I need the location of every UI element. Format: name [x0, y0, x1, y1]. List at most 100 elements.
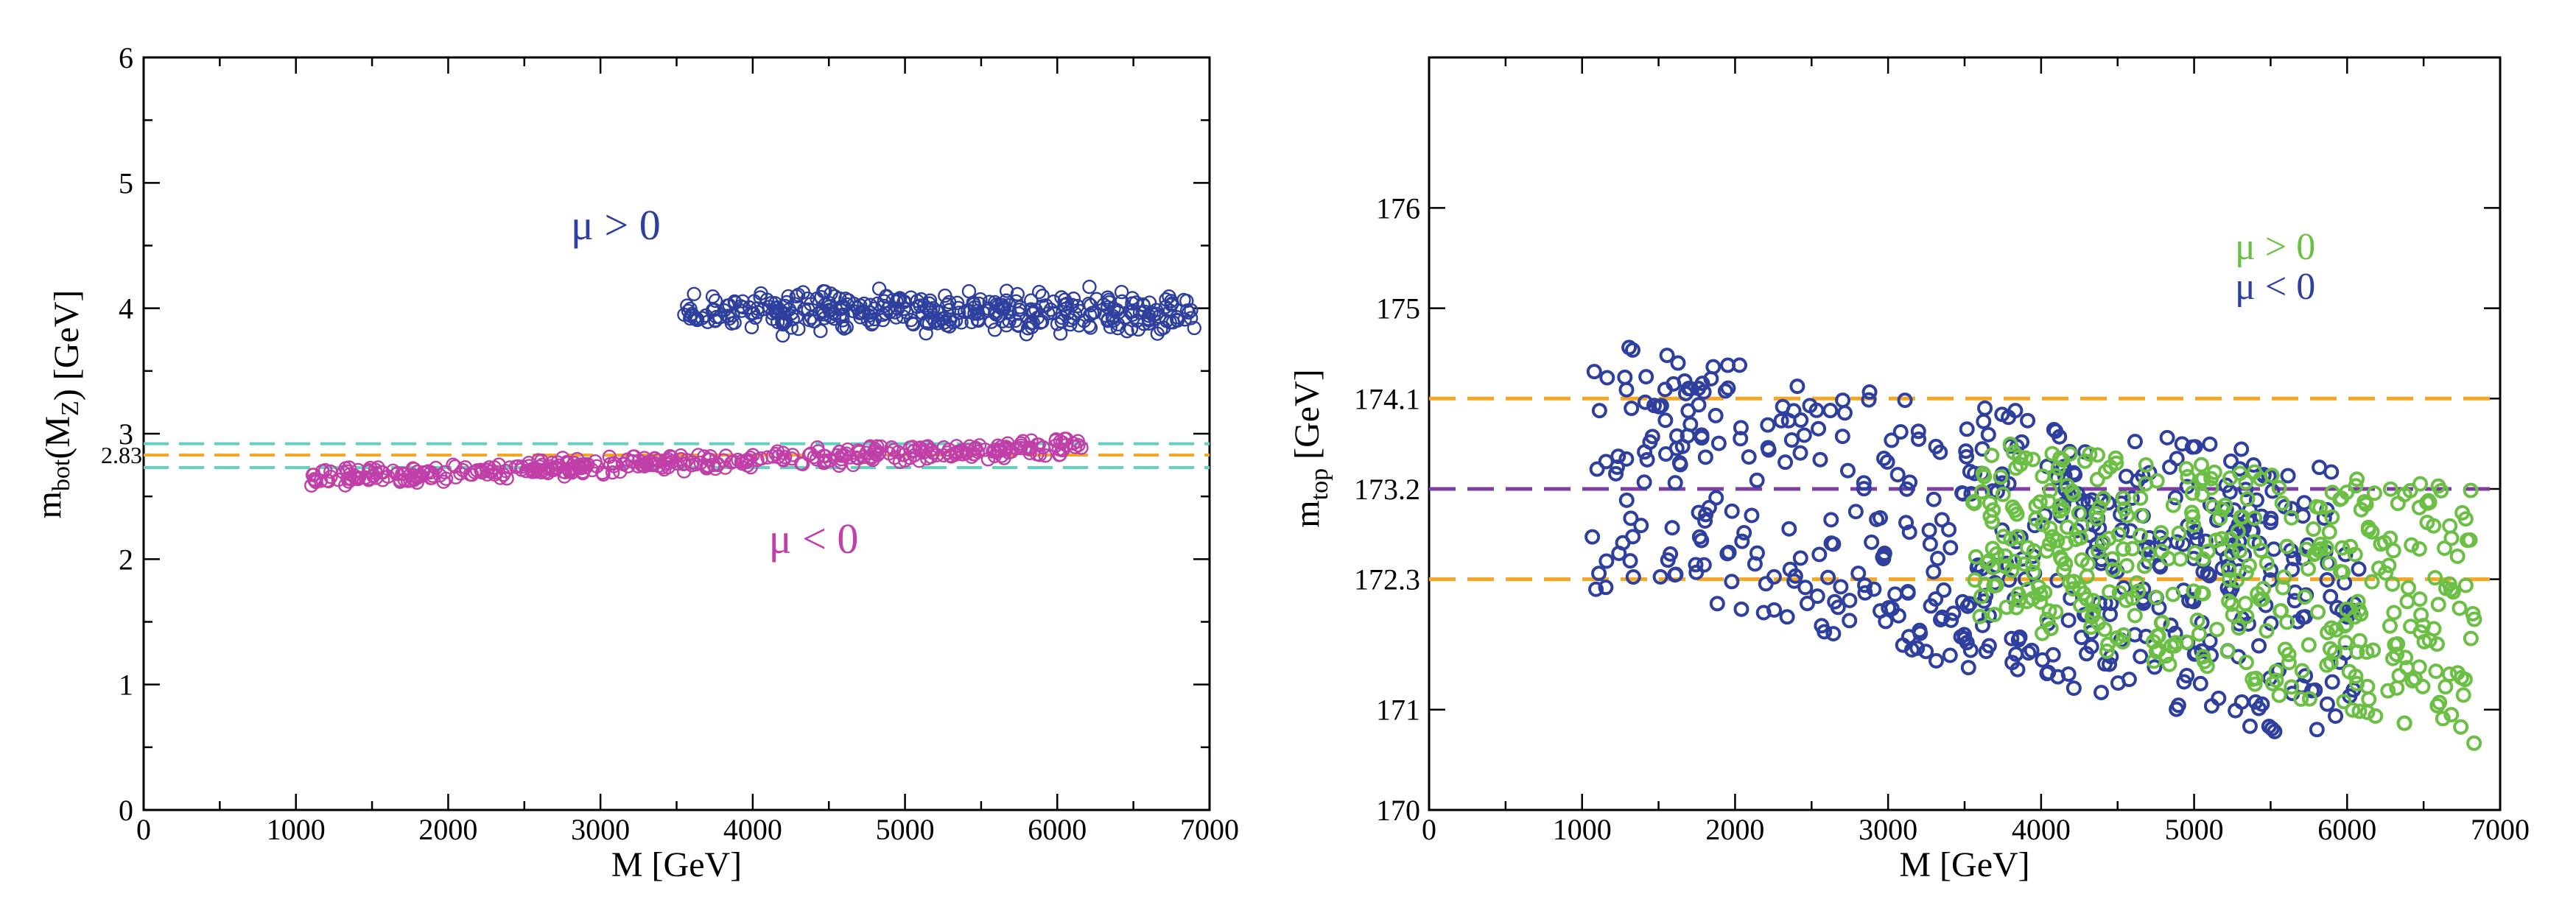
data-point-mu-positive [705, 289, 720, 304]
data-point-mu-positive [857, 296, 871, 311]
data-point-mu-positive [2146, 653, 2162, 669]
data-point-mu-positive [2311, 543, 2327, 559]
data-point-mu-negative [2174, 436, 2190, 452]
data-point-mu-positive [2184, 485, 2200, 501]
data-point-mu-positive [2359, 644, 2375, 660]
data-point-mu-negative [2211, 690, 2227, 706]
data-point-mu-negative [2202, 633, 2218, 649]
data-point-mu-positive [2082, 446, 2098, 462]
data-point-mu-positive [2239, 608, 2255, 624]
y-tick-label: 6 [119, 41, 133, 74]
data-point-mu-positive [2239, 491, 2256, 507]
data-point-mu-negative [1856, 481, 1872, 497]
data-point-mu-positive [2453, 669, 2469, 686]
data-point-mu-negative [1928, 652, 1944, 669]
data-point-mu-positive [2462, 532, 2478, 548]
data-point-mu-positive [2449, 548, 2466, 564]
data-point-mu-positive [2089, 447, 2105, 463]
data-point-mu-positive [2412, 591, 2428, 607]
data-point-mu-negative [1962, 642, 1979, 658]
data-point-mu-negative [1657, 412, 1674, 429]
data-point-mu-positive [2466, 611, 2482, 627]
data-point-mu-negative [1036, 440, 1050, 455]
data-point-mu-negative [2037, 507, 2053, 524]
data-point-mu-negative [1892, 424, 1909, 440]
data-point-mu-negative [555, 451, 570, 465]
y-tick-label: 2 [119, 543, 133, 576]
data-point-mu-negative [1074, 440, 1089, 455]
data-point-mu-negative [1598, 579, 1614, 596]
data-point-mu-positive [987, 323, 1003, 337]
data-point-mu-negative [1812, 451, 1828, 468]
data-point-mu-positive [1002, 297, 1017, 313]
data-point-mu-negative [1760, 417, 1776, 433]
y-axis-title-subscript: bot [48, 459, 75, 491]
data-point-mu-negative [340, 471, 355, 486]
y-axis-title-part: m [29, 491, 69, 518]
data-point-mu-negative [1758, 576, 1774, 592]
y-axis-title-subscript: Z [57, 401, 84, 416]
data-point-mu-positive [2441, 576, 2457, 592]
data-point-mu-negative [924, 443, 938, 457]
data-point-mu-positive [878, 289, 894, 304]
data-point-mu-negative [1994, 522, 2010, 538]
data-point-mu-negative [514, 459, 530, 474]
data-point-mu-positive [2052, 503, 2068, 519]
data-point-mu-positive [2361, 691, 2377, 708]
data-point-mu-positive [2052, 498, 2068, 514]
data-point-mu-negative [743, 459, 758, 475]
data-point-mu-positive [2453, 719, 2469, 735]
data-point-mu-positive [2035, 625, 2051, 641]
data-point-mu-negative [1744, 507, 1760, 524]
data-point-mu-negative [2280, 468, 2296, 484]
data-point-mu-positive [2279, 538, 2295, 554]
data-point-mu-positive [2231, 620, 2247, 636]
x-tick-label: 3000 [571, 813, 630, 846]
data-point-mu-negative [1912, 625, 1929, 641]
x-tick-label: 1000 [267, 813, 326, 846]
data-point-mu-positive [2334, 490, 2350, 507]
data-point-mu-positive [2185, 509, 2201, 525]
data-point-mu-negative [342, 460, 357, 475]
data-point-mu-positive [1170, 313, 1185, 328]
data-point-mu-negative [1856, 475, 1872, 491]
data-point-mu-negative [1694, 532, 1710, 549]
data-point-mu-negative [1942, 647, 1958, 663]
data-point-mu-negative [1958, 443, 1974, 459]
data-point-mu-negative [2283, 543, 2299, 559]
data-point-mu-positive [2438, 679, 2454, 695]
data-point-mu-positive [1997, 548, 2013, 564]
data-point-mu-positive [2384, 576, 2401, 592]
data-point-mu-negative [1637, 394, 1653, 410]
data-point-mu-negative [1621, 339, 1638, 356]
data-point-mu-negative [2319, 572, 2335, 588]
data-point-mu-positive [2349, 644, 2365, 660]
data-point-mu-positive [2366, 485, 2382, 501]
data-point-mu-positive [2463, 482, 2479, 498]
data-point-mu-positive [996, 300, 1011, 314]
data-point-mu-negative [567, 456, 582, 471]
data-point-mu-negative [2264, 721, 2280, 737]
data-point-mu-negative [1639, 451, 1655, 468]
data-point-mu-negative [2248, 492, 2264, 508]
data-point-mu-negative [1811, 420, 1827, 437]
data-point-mu-positive [860, 313, 875, 328]
data-point-mu-positive [2457, 577, 2474, 593]
y-tick-label: 1 [119, 669, 133, 702]
data-point-mu-positive [919, 326, 933, 341]
data-point-mu-positive [2385, 543, 2401, 559]
data-point-mu-negative [2052, 429, 2068, 445]
data-point-mu-positive [2049, 532, 2066, 549]
data-point-mu-positive [1066, 311, 1081, 325]
data-point-mu-negative [1696, 384, 1712, 400]
data-point-mu-negative [1660, 552, 1676, 568]
data-point-mu-negative [1694, 430, 1710, 446]
data-point-mu-negative [556, 464, 571, 479]
data-point-mu-negative [1667, 475, 1683, 491]
data-point-mu-negative [2004, 655, 2021, 671]
data-point-mu-positive [1974, 484, 1990, 500]
data-point-mu-negative [1792, 445, 1808, 461]
data-point-mu-positive [1089, 292, 1104, 306]
data-point-mu-positive [2364, 574, 2380, 590]
data-point-mu-positive [927, 314, 942, 329]
